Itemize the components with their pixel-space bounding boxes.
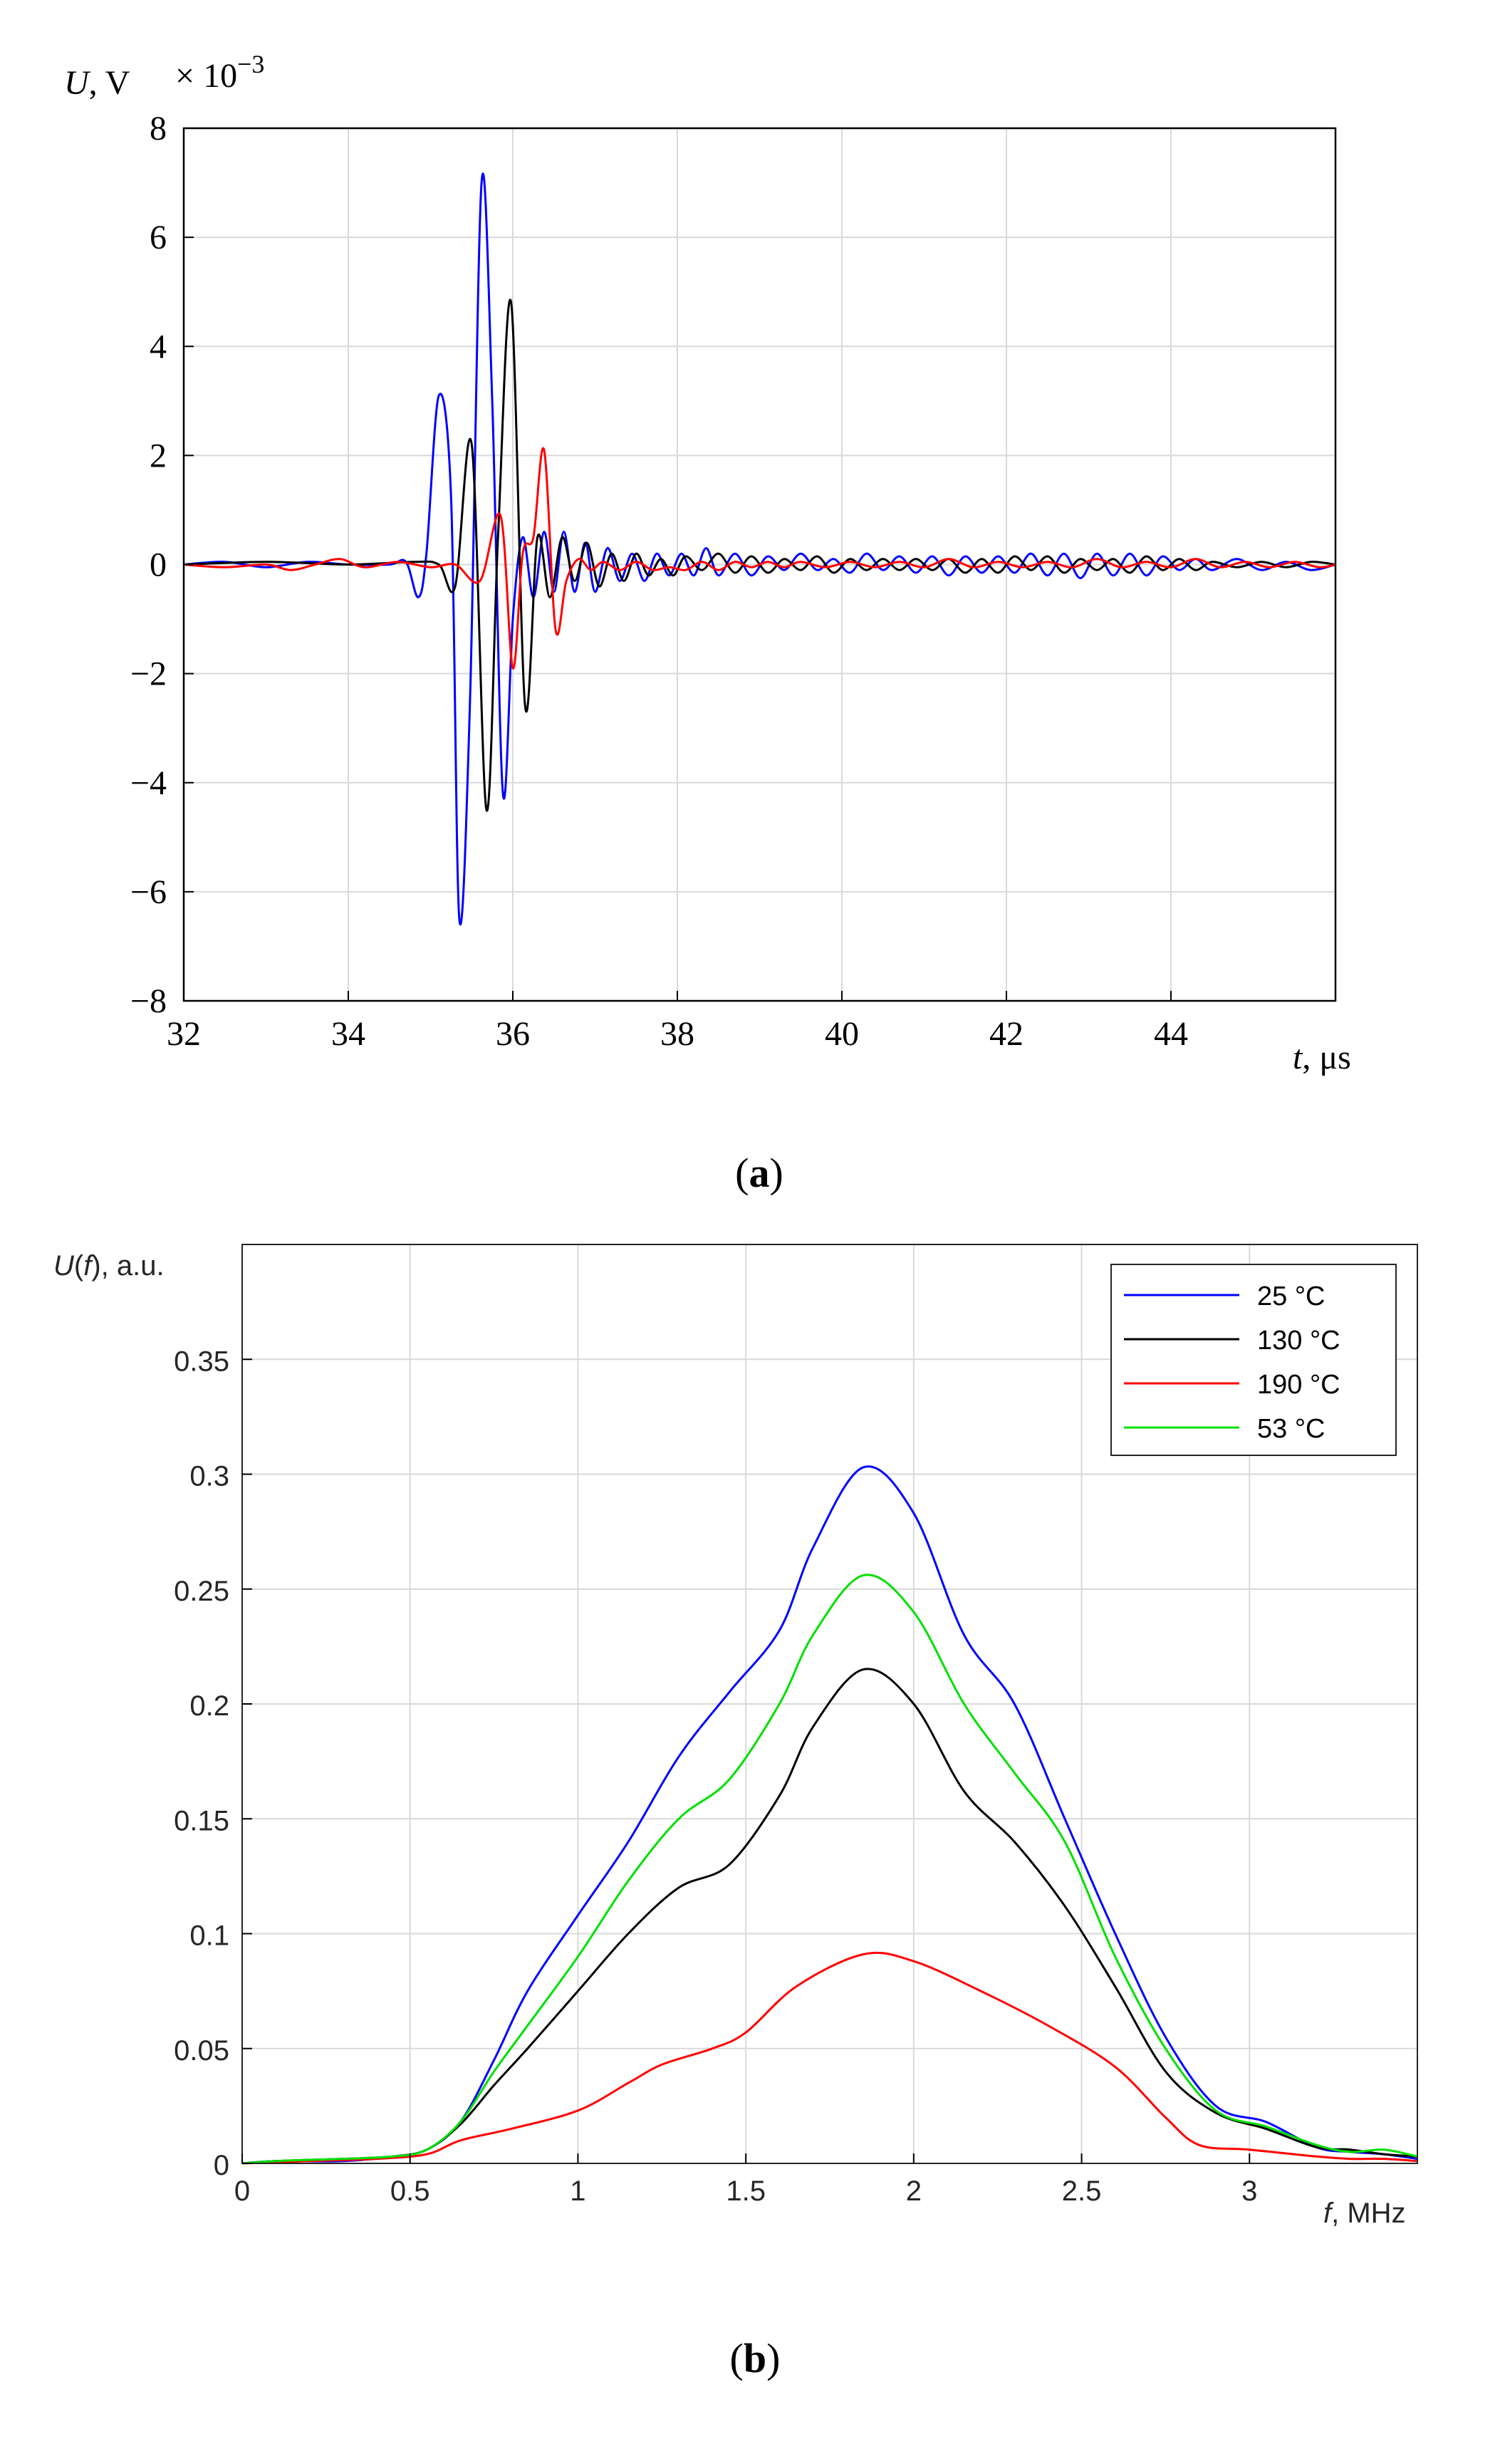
x-tick-label: 2.5 — [1062, 2176, 1102, 2207]
legend-label: 25 °C — [1257, 1282, 1325, 1311]
y-tick-label: 0.05 — [174, 2035, 229, 2067]
y-tick-label: 4 — [150, 328, 167, 365]
chart-b-y-axis-close: ) — [91, 1250, 100, 1282]
series-line-2 — [183, 298, 1336, 812]
chart-b-caption-close: ) — [766, 2335, 780, 2381]
x-tick-label: 1 — [570, 2176, 585, 2207]
chart-a-y-axis-unit: , V — [89, 64, 130, 102]
series-line-1 — [183, 172, 1336, 926]
chart-b-caption: (b) — [730, 2335, 781, 2381]
x-tick-label: 2 — [906, 2176, 922, 2207]
x-tick-label: 3 — [1241, 2176, 1257, 2207]
x-tick-label: 44 — [1154, 1015, 1188, 1053]
chart-b-x-axis-unit: , MHz — [1331, 2198, 1405, 2229]
x-tick-label: 40 — [825, 1015, 859, 1053]
y-tick-label: 0.25 — [174, 1576, 229, 1607]
chart-a-y-axis-var: U — [64, 64, 91, 102]
y-tick-label: 0 — [150, 546, 167, 584]
y-tick-label: 0.15 — [174, 1805, 229, 1836]
chart-b-y-axis-unit: , a.u. — [101, 1250, 165, 1282]
chart-b-x-axis-label: f, MHz — [1323, 2198, 1406, 2229]
y-tick-label: −2 — [130, 655, 167, 693]
chart-b-caption-letter: b — [744, 2335, 766, 2381]
x-tick-label: 36 — [496, 1015, 530, 1053]
y-tick-label: −4 — [130, 764, 167, 802]
legend-label: 130 °C — [1257, 1326, 1340, 1356]
series-line-4 — [241, 1574, 1418, 2165]
chart-a-x-axis-unit: , μs — [1302, 1039, 1350, 1076]
chart-a-caption-letter: a — [749, 1150, 770, 1196]
y-tick-label: −6 — [130, 873, 167, 911]
chart-b-y-axis-var: U — [53, 1250, 75, 1282]
chart-a-exponent-power: −3 — [237, 50, 264, 78]
y-tick-label: 0.2 — [189, 1690, 229, 1722]
y-tick-label: 8 — [150, 110, 167, 147]
chart-b-caption-open: ( — [730, 2335, 744, 2381]
x-tick-label: 38 — [660, 1015, 694, 1053]
x-tick-label: 0.5 — [390, 2176, 430, 2207]
chart-b-y-axis-open: ( — [74, 1250, 84, 1282]
legend-label: 53 °C — [1257, 1414, 1325, 1444]
chart-b-ticks: 0 0.5 1 1.5 2 2.5 3 0 0.05 0.1 0.15 0.2 0.25 0.3 0.35 — [174, 1346, 1257, 2207]
x-tick-label: 32 — [167, 1015, 201, 1053]
y-tick-label: 0.35 — [174, 1346, 229, 1377]
chart-a-ticks: 32 34 36 38 40 42 44 −8 −6 −4 −2 0 2 4 6 8 — [130, 110, 1188, 1053]
series-line-3 — [183, 447, 1336, 670]
chart-a-x-axis-label: t, μs — [1293, 1039, 1351, 1076]
chart-a-y-axis-label: U, V — [64, 64, 130, 102]
legend-box — [1110, 1264, 1397, 1456]
chart-a-exponent: × 10−3 — [175, 50, 264, 95]
legend-label: 190 °C — [1257, 1370, 1340, 1400]
chart-b-legend: 25 °C 130 °C 190 °C 53 °C — [1110, 1264, 1397, 1456]
series-line-3 — [241, 1951, 1418, 2165]
chart-a-series-group — [183, 172, 1336, 926]
chart-a-caption: (a) — [735, 1150, 783, 1196]
x-tick-label: 42 — [989, 1015, 1024, 1053]
x-tick-label: 1.5 — [726, 2176, 766, 2207]
y-tick-label: −8 — [130, 982, 167, 1020]
y-tick-label: 6 — [150, 219, 167, 256]
x-tick-label: 0 — [234, 2176, 250, 2207]
y-tick-label: 0.1 — [189, 1920, 229, 1952]
chart-a-caption-close: ) — [770, 1150, 783, 1196]
chart-b-y-axis-label: U(f), a.u. — [53, 1250, 165, 1282]
x-tick-label: 34 — [331, 1015, 365, 1053]
chart-a-x-axis-var: t — [1293, 1039, 1303, 1076]
chart-panel-b: 0 0.5 1 1.5 2 2.5 300.050.10.150.20.250.30.35 … — [53, 1244, 1418, 2381]
chart-a-caption-open: ( — [735, 1150, 749, 1196]
series-line-2 — [241, 1668, 1418, 2165]
chart-b-series-group — [241, 1465, 1418, 2165]
y-tick-label: 0.3 — [189, 1461, 229, 1492]
y-tick-label: 2 — [150, 437, 167, 474]
chart-a-exponent-base: × 10 — [175, 57, 237, 95]
y-tick-label: 0 — [214, 2150, 229, 2181]
